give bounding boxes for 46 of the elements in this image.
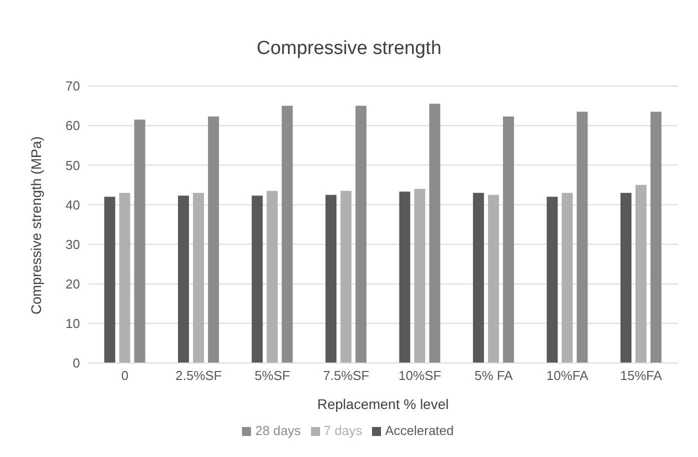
bar [546,196,558,363]
x-tick-label: 5%SF [254,368,290,384]
bar [472,192,484,363]
legend-label: 7 days [324,423,362,438]
bar [119,192,130,363]
chart-title: Compressive strength [256,38,442,60]
bar [340,190,352,363]
x-tick-label: 10%SF [398,368,442,384]
y-axis-title: Compressive strength (MPa) [28,136,44,314]
bar [192,192,204,363]
bar [488,194,499,363]
bar [134,120,146,363]
y-tick-label: 20 [66,276,80,292]
bar [650,112,662,363]
bar [178,196,189,363]
bar [355,106,366,363]
y-tick-label: 30 [66,236,80,252]
bar [635,184,646,363]
x-tick-label: 10%FA [546,368,589,384]
legend-label: Accelerated [385,423,454,438]
bar [252,196,263,363]
bar [266,190,278,363]
bar [208,116,219,363]
bar [399,192,410,363]
legend-label: 28 days [255,423,301,438]
bar [282,106,293,363]
x-tick-label: 15%FA [620,368,662,384]
bar [414,188,426,363]
x-tick-label: 0 [121,368,128,384]
bar [562,192,573,363]
x-axis-title: Replacement % level [317,396,449,412]
bar [502,116,514,363]
bar [325,194,336,363]
y-tick-label: 60 [66,118,80,134]
y-tick-label: 70 [66,78,80,94]
bar [576,112,588,363]
bar [620,192,632,363]
y-tick-label: 40 [66,197,80,212]
x-tick-label: 2.5%SF [176,368,222,384]
x-tick-label: 7.5%SF [323,368,370,384]
y-tick-label: 0 [72,356,80,371]
y-tick-label: 10 [66,316,80,332]
bar [104,196,116,363]
y-tick-label: 50 [66,158,80,173]
x-tick-label: 5% FA [474,368,514,384]
bar [429,104,440,363]
